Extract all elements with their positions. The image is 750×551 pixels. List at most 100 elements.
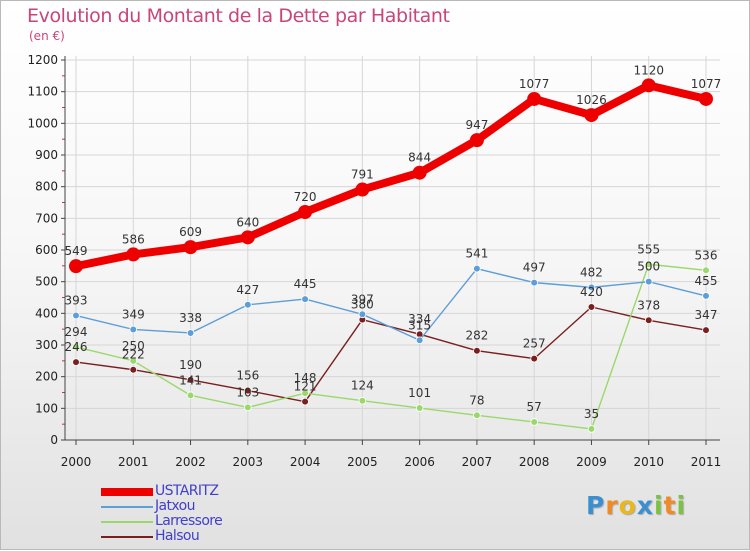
data-label: 445 (294, 277, 317, 291)
data-point (584, 108, 599, 123)
data-point (244, 403, 252, 412)
data-label: 482 (580, 265, 603, 279)
data-point (415, 336, 424, 345)
data-point (644, 316, 653, 325)
x-tick-label: 2004 (290, 455, 321, 469)
data-label: 586 (122, 232, 145, 246)
data-point (527, 91, 542, 106)
data-point (702, 292, 710, 300)
legend-label: Jatxou (155, 498, 195, 514)
data-point (183, 240, 198, 255)
y-tick-label: 300 (35, 338, 58, 352)
data-point (301, 389, 309, 397)
data-point (530, 354, 538, 363)
data-label: 497 (523, 261, 546, 275)
data-label: 101 (408, 386, 431, 400)
data-label: 78 (469, 393, 484, 407)
y-tick-label: 800 (35, 180, 58, 194)
y-tick-label: 600 (35, 243, 58, 257)
data-label: 141 (179, 373, 202, 387)
y-tick-label: 500 (35, 275, 58, 289)
legend-label: Larressore (155, 513, 223, 529)
data-point (129, 365, 138, 374)
data-label: 148 (294, 371, 317, 385)
data-point (415, 404, 424, 412)
data-point (186, 376, 195, 384)
data-label: 1026 (576, 93, 607, 107)
data-point (355, 182, 370, 197)
data-label: 103 (236, 385, 259, 399)
data-label: 455 (695, 274, 718, 288)
data-label: 555 (637, 242, 660, 256)
data-point (72, 343, 80, 351)
data-label: 246 (65, 340, 88, 354)
data-label: 282 (465, 329, 488, 343)
data-label: 190 (179, 358, 202, 372)
y-tick-label: 100 (35, 401, 58, 415)
data-point (587, 303, 596, 311)
data-label: 338 (179, 311, 202, 325)
x-tick-label: 2008 (519, 455, 550, 469)
legend-label: Halsou (155, 528, 200, 544)
data-label: 791 (351, 168, 374, 182)
series-line (75, 267, 707, 341)
data-label: 121 (294, 380, 317, 394)
data-point (702, 266, 710, 275)
data-label: 294 (65, 325, 88, 339)
x-tick-label: 2000 (61, 455, 92, 469)
data-point (699, 91, 713, 106)
y-tick-label: 700 (35, 211, 58, 225)
data-label: 222 (122, 348, 145, 362)
data-point (641, 78, 656, 93)
data-label: 250 (122, 339, 145, 353)
data-point (186, 391, 195, 400)
x-tick-label: 2009 (576, 455, 607, 469)
chart-title: Evolution du Montant de la Dette par Hab… (27, 5, 450, 27)
data-point (473, 346, 481, 355)
x-tick-label: 2010 (633, 455, 664, 469)
data-label: 35 (584, 407, 599, 421)
data-label: 397 (351, 292, 374, 306)
x-tick-label: 2011 (691, 455, 722, 469)
data-point (69, 259, 83, 274)
legend-swatch (101, 506, 153, 508)
data-point (358, 396, 367, 405)
data-point (530, 278, 538, 287)
x-tick-label: 2001 (118, 455, 149, 469)
data-label: 1077 (691, 77, 722, 91)
x-tick-label: 2007 (462, 455, 493, 469)
data-label: 156 (236, 369, 259, 383)
x-tick-label: 2002 (175, 455, 206, 469)
data-label: 378 (637, 298, 660, 312)
data-point (129, 357, 138, 365)
data-label: 347 (695, 308, 718, 322)
y-tick-label: 200 (35, 370, 58, 384)
y-tick-label: 1200 (27, 53, 58, 67)
x-tick-label: 2006 (404, 455, 435, 469)
data-point (530, 418, 538, 426)
data-label: 57 (527, 400, 542, 414)
data-label: 380 (351, 298, 374, 312)
proxiti-logo: Proxiti (586, 491, 687, 520)
data-label: 420 (580, 285, 603, 299)
data-point (301, 397, 309, 406)
data-label: 500 (637, 260, 660, 274)
data-label: 640 (236, 215, 259, 229)
data-point (72, 358, 80, 366)
data-label: 844 (408, 151, 431, 165)
y-tick-label: 1100 (27, 85, 58, 99)
data-label: 536 (695, 248, 718, 262)
data-point (72, 311, 80, 320)
data-point (244, 300, 252, 309)
y-tick-label: 400 (35, 306, 58, 320)
data-label: 1120 (633, 63, 664, 77)
legend-swatch (101, 521, 153, 523)
data-point (129, 325, 138, 334)
data-point (644, 277, 653, 286)
legend-swatch (101, 536, 153, 538)
data-point (469, 133, 484, 148)
data-label: 393 (65, 294, 88, 308)
data-label: 315 (408, 318, 431, 332)
x-tick-label: 2005 (347, 455, 378, 469)
